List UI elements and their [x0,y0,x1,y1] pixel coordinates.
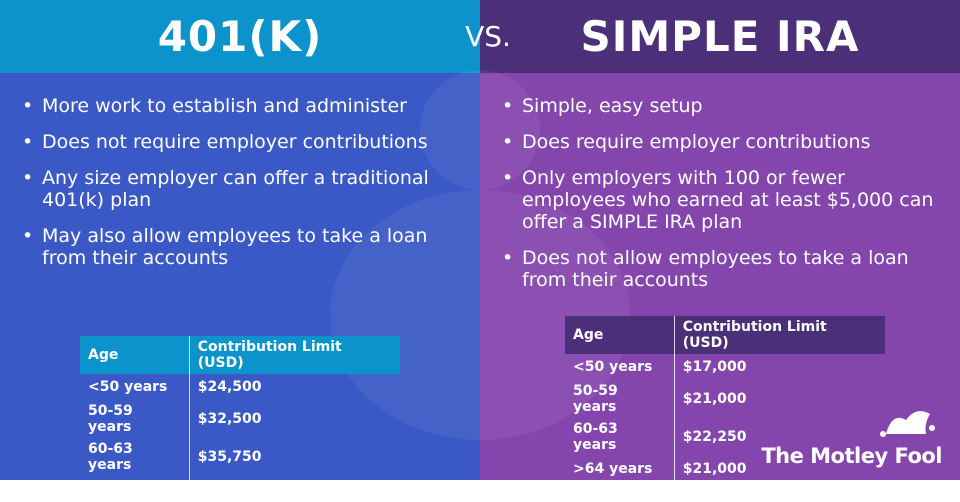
table-row: 60-63 years $35,750 [80,438,400,476]
contribution-table: Age Contribution Limit (USD) <50 years $24… [80,336,400,502]
panel-title: SIMPLE IRA [480,0,960,73]
cell: $21,000 [682,461,747,477]
cell: >64 years [565,456,675,482]
column-header: Age [565,316,675,354]
cell: $22,250 [682,429,747,445]
bullet-list: More work to establish and administer Do… [22,95,442,283]
cell: $21,000 [682,391,747,407]
vs-label: VS. [465,20,511,53]
cell: 50-59 years [80,400,190,438]
list-item: Does not allow employees to take a loan … [502,247,942,291]
cell: $35,750 [197,449,262,465]
list-item: Only employers with 100 or fewer employe… [502,167,942,233]
right-panel-simple-ira: SIMPLE IRA [480,0,960,480]
cell: $17,000 [682,359,747,375]
cell: <50 years [80,374,190,400]
list-item: Does not require employer contributions [22,131,442,153]
column-header: Contribution Limit (USD) [189,336,400,374]
list-item: Simple, easy setup [502,95,942,117]
table-row: <50 years $17,000 [565,354,885,380]
table-row: 50-59 years $32,500 [80,400,400,438]
column-header: Contribution Limit (USD) [674,316,885,354]
column-header: Age [80,336,190,374]
list-item: More work to establish and administer [22,95,442,117]
table-row: >64 years $21,000 [565,456,885,482]
cell: $24,500 [197,379,262,395]
panel-title: 401(K) [0,0,480,73]
cell: 60-63 years [565,418,675,456]
table-row: 50-59 years $21,000 [565,380,885,418]
list-item: Any size employer can offer a traditiona… [22,167,442,211]
table-row: <50 years $24,500 [80,374,400,400]
list-item: Does require employer contributions [502,131,942,153]
cell: 60-63 years [80,438,190,476]
jester-hat-icon [880,411,935,437]
cell: $32,500 [197,411,262,427]
left-panel-401k: 401(K) More work to establish and admini… [0,0,480,502]
table-row: 60-63 years $22,250 [565,418,885,456]
motley-fool-logo: The Motley Fool [761,444,942,468]
cell: <50 years [565,354,675,380]
bullet-list: Simple, easy setup Does require employer… [502,95,942,305]
contribution-table: Age Contribution Limit (USD) <50 years $17… [565,316,885,482]
list-item: May also allow employees to take a loan … [22,225,442,269]
cell: 50-59 years [565,380,675,418]
